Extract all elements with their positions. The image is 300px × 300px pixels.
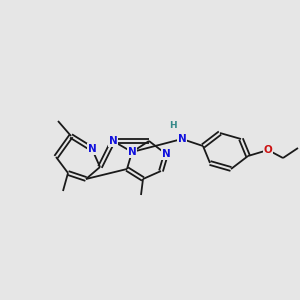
Text: H: H: [169, 122, 177, 130]
Text: N: N: [109, 136, 117, 146]
Text: N: N: [128, 147, 136, 157]
Text: N: N: [162, 149, 170, 159]
Text: N: N: [88, 144, 96, 154]
Text: N: N: [178, 134, 186, 144]
Text: O: O: [264, 145, 272, 155]
